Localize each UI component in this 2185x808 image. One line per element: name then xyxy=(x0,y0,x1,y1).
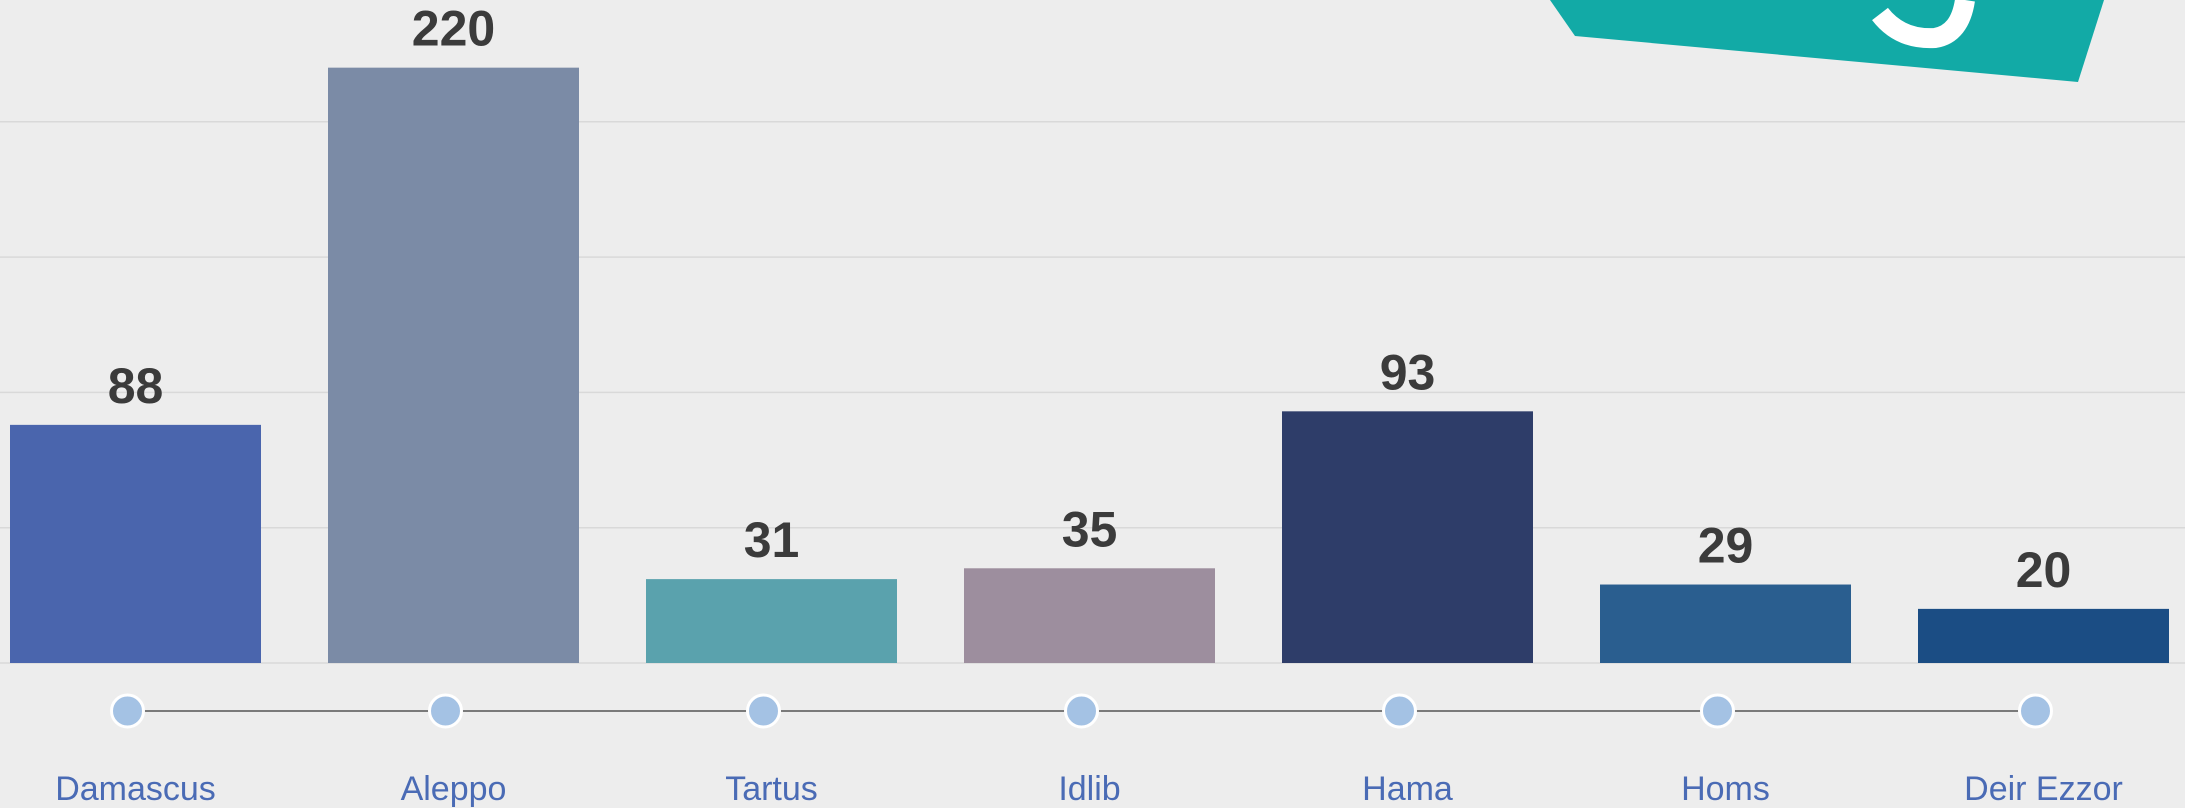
category-label: Tartus xyxy=(725,770,818,808)
timeline-dot xyxy=(1382,693,1417,729)
value-label: 220 xyxy=(412,1,495,57)
category-label: Homs xyxy=(1681,770,1770,808)
category-label: Damascus xyxy=(55,770,216,808)
value-label: 29 xyxy=(1698,518,1754,574)
timeline-dot xyxy=(1700,693,1735,729)
category-label: Aleppo xyxy=(401,770,507,808)
timeline-dot xyxy=(110,693,145,729)
banner-letter xyxy=(1872,0,1975,49)
marks: 88 Damascus 220 Aleppo 31 Tartus 35 Idlib 93 Hama… xyxy=(10,1,2169,808)
timeline-dot xyxy=(746,693,781,729)
value-label: 35 xyxy=(1062,501,1118,557)
timeline-dot xyxy=(2018,693,2053,729)
bar xyxy=(1282,411,1533,663)
value-label: 31 xyxy=(744,512,800,568)
bar xyxy=(964,568,1215,663)
value-label: 88 xyxy=(108,358,164,414)
bar xyxy=(646,579,897,663)
value-label: 20 xyxy=(2016,542,2072,598)
timeline-dot xyxy=(428,693,463,729)
bar xyxy=(328,67,579,663)
bar xyxy=(1918,608,2169,663)
timeline-dot xyxy=(1064,693,1099,729)
bar xyxy=(1600,584,1851,663)
value-label: 93 xyxy=(1380,344,1436,400)
category-label: Deir Ezzor xyxy=(1964,770,2123,808)
bar xyxy=(10,424,261,663)
category-label: Hama xyxy=(1362,770,1453,808)
category-label: Idlib xyxy=(1058,770,1120,808)
